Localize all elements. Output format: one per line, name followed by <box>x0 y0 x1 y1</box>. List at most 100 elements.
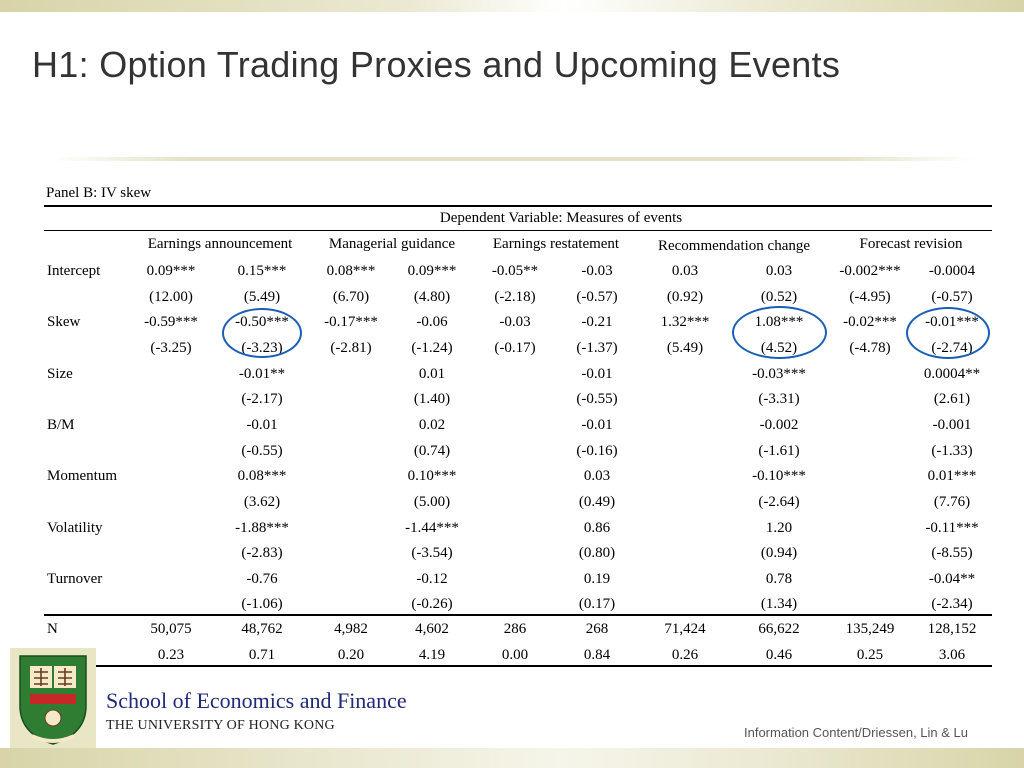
row-label: Turnover <box>47 571 103 587</box>
table-cell: (-2.81) <box>330 340 372 356</box>
table-cell: 0.03 <box>671 263 699 279</box>
table-cell: -0.03 <box>581 263 613 279</box>
table-cell: (1.40) <box>413 391 451 407</box>
stat-cell: 71,424 <box>664 621 706 637</box>
dependent-variable-header: Dependent Variable: Measures of events <box>439 210 683 226</box>
table-cell: (0.94) <box>760 545 798 561</box>
column-group-header: Managerial guidance <box>328 236 456 252</box>
table-cell: -0.03 <box>499 314 531 330</box>
table-cell: -0.01 <box>246 417 278 433</box>
table-cell: (-1.37) <box>576 340 618 356</box>
stat-cell: 3.06 <box>938 647 966 663</box>
table-cell: (-3.54) <box>411 545 453 561</box>
table-cell: (-2.83) <box>241 545 283 561</box>
stat-cell: 0.25 <box>856 647 884 663</box>
table-cell: -0.06 <box>416 314 448 330</box>
stat-cell: 268 <box>585 621 609 637</box>
table-cell: (4.80) <box>413 289 451 305</box>
table-cell: -0.76 <box>246 571 278 587</box>
stat-cell: 48,762 <box>241 621 283 637</box>
stat-cell: 66,622 <box>758 621 800 637</box>
stat-label: N <box>47 621 58 637</box>
table-cell: -0.03*** <box>752 366 806 382</box>
table-cell: (0.52) <box>760 289 798 305</box>
university-name: THE UNIVERSITY OF HONG KONG <box>106 718 335 733</box>
column-group-header: Recommendation change <box>657 238 811 254</box>
table-cell: -0.01** <box>238 366 286 382</box>
table-cell: (3.62) <box>243 494 281 510</box>
table-cell: (1.34) <box>760 596 798 612</box>
table-cell: (-3.25) <box>150 340 192 356</box>
table-cell: -0.59*** <box>144 314 198 330</box>
row-label: Skew <box>47 314 81 330</box>
table-cell: 0.02 <box>418 417 446 433</box>
row-label: B/M <box>47 417 75 433</box>
stat-cell: 0.00 <box>501 647 529 663</box>
table-cell: (2.61) <box>933 391 971 407</box>
bottom-decorative-band <box>0 748 1024 768</box>
table-cell: (5.49) <box>243 289 281 305</box>
stat-cell: 50,075 <box>150 621 192 637</box>
table-cell: (-2.18) <box>494 289 536 305</box>
top-decorative-band <box>0 0 1024 12</box>
table-cell: 0.08*** <box>326 263 376 279</box>
title-divider <box>50 157 975 161</box>
row-label: Volatility <box>47 520 103 536</box>
column-group-header: Earnings announcement <box>147 236 293 252</box>
stat-cell: 0.84 <box>583 647 611 663</box>
table-cell: 0.78 <box>765 571 793 587</box>
table-cell: (-1.24) <box>411 340 453 356</box>
slide-footer: Information Content/Driessen, Lin & Lu <box>744 725 969 740</box>
table-cell: 0.01*** <box>927 468 977 484</box>
table-cell: (-4.95) <box>849 289 891 305</box>
stats-rule <box>44 614 992 616</box>
table-cell: 0.03 <box>583 468 611 484</box>
table-cell: -0.01 <box>581 366 613 382</box>
table-cell: 0.19 <box>583 571 611 587</box>
stat-cell: 0.23 <box>157 647 185 663</box>
table-cell: (-2.17) <box>241 391 283 407</box>
stat-cell: 135,249 <box>845 621 895 637</box>
table-cell: 0.15*** <box>237 263 287 279</box>
table-cell: 0.01 <box>418 366 446 382</box>
table-cell: -0.10*** <box>752 468 806 484</box>
table-cell: 0.09*** <box>407 263 457 279</box>
highlight-ellipse-forecast-revision <box>906 307 990 359</box>
table-cell: -0.01 <box>581 417 613 433</box>
table-cell: (0.49) <box>578 494 616 510</box>
table-cell: (12.00) <box>149 289 193 305</box>
table-bottom-rule <box>44 665 992 667</box>
university-crest-logo <box>10 648 96 748</box>
stat-cell: 4,602 <box>415 621 449 637</box>
table-cell: (0.74) <box>413 443 451 459</box>
table-cell: (-1.06) <box>241 596 283 612</box>
table-cell: -0.04** <box>928 571 976 587</box>
stat-cell: 4.19 <box>418 647 446 663</box>
stat-cell: 0.26 <box>671 647 699 663</box>
table-cell: -0.05** <box>491 263 539 279</box>
table-cell: -0.002*** <box>839 263 901 279</box>
row-label: Momentum <box>47 468 117 484</box>
column-group-header: Forecast revision <box>859 236 963 252</box>
table-cell: (-0.17) <box>494 340 536 356</box>
table-cell: (7.76) <box>933 494 971 510</box>
stat-cell: 286 <box>503 621 527 637</box>
stat-cell: 128,152 <box>927 621 977 637</box>
table-cell: (-1.61) <box>758 443 800 459</box>
table-cell: 0.10*** <box>407 468 457 484</box>
stat-cell: 0.71 <box>248 647 276 663</box>
table-cell: 0.09*** <box>146 263 196 279</box>
table-cell: -0.0004 <box>928 263 976 279</box>
table-cell: (5.00) <box>413 494 451 510</box>
table-cell: (-2.64) <box>758 494 800 510</box>
table-cell: -1.44*** <box>405 520 459 536</box>
table-cell: (-1.33) <box>931 443 973 459</box>
stat-cell: 4,982 <box>334 621 368 637</box>
table-cell: (0.80) <box>578 545 616 561</box>
table-cell: 0.08*** <box>237 468 287 484</box>
table-cell: (-0.55) <box>576 391 618 407</box>
table-top-rule <box>44 205 992 207</box>
table-cell: 1.32*** <box>660 314 710 330</box>
table-cell: (-2.34) <box>931 596 973 612</box>
panel-label: Panel B: IV skew <box>46 185 152 201</box>
